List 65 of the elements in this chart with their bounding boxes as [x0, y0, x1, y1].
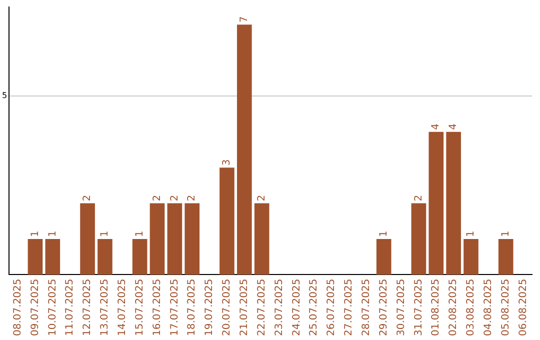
bar [446, 132, 461, 275]
data-label: 1 [466, 230, 477, 238]
bar [236, 24, 252, 275]
bar [45, 239, 60, 275]
x-tick-label: 08.07.2025 [12, 278, 24, 336]
x-tick-label: 21.07.2025 [238, 278, 250, 336]
bar [464, 239, 478, 275]
data-label: 2 [169, 194, 180, 202]
data-label: 2 [152, 194, 163, 202]
bar [28, 239, 43, 275]
x-tick-label: 28.07.2025 [361, 278, 372, 336]
data-label: 1 [500, 230, 512, 238]
x-tick-label: 22.07.2025 [256, 278, 268, 336]
x-tick-label: 04.08.2025 [483, 278, 494, 336]
x-tick-label: 05.08.2025 [500, 278, 512, 336]
x-tick-label: 20.07.2025 [222, 278, 233, 336]
x-tick-label: 02.08.2025 [448, 278, 460, 336]
bar [98, 239, 112, 275]
data-label: 3 [222, 159, 233, 166]
data-label: 1 [378, 230, 390, 238]
bar [411, 203, 426, 275]
bar [254, 203, 270, 275]
x-tick-label: 03.08.2025 [466, 278, 477, 336]
bar [498, 239, 514, 275]
bar [184, 203, 200, 275]
x-tick-label: 29.07.2025 [378, 278, 390, 336]
x-tick-label: 06.08.2025 [518, 278, 529, 336]
data-label: 4 [430, 123, 442, 130]
x-tick-label: 25.07.2025 [308, 278, 320, 336]
x-tick-label: 10.07.2025 [47, 278, 58, 336]
x-tick-label: 30.07.2025 [396, 278, 407, 336]
bar [220, 168, 234, 275]
data-label: 2 [82, 194, 94, 202]
y-tick-label: 5 [2, 91, 8, 100]
data-label: 1 [47, 230, 58, 238]
data-label: 2 [186, 194, 198, 202]
bar [150, 203, 165, 275]
x-tick-label: 26.07.2025 [326, 278, 338, 336]
x-tick-label: 13.07.2025 [100, 278, 111, 336]
data-label: 1 [30, 230, 41, 238]
x-tick-label: 17.07.2025 [169, 278, 180, 336]
data-label: 2 [413, 194, 424, 202]
x-tick-label: 19.07.2025 [204, 278, 216, 336]
x-tick-label: 16.07.2025 [152, 278, 163, 336]
x-tick-label: 24.07.2025 [291, 278, 302, 336]
data-label: 7 [238, 16, 250, 23]
bar [428, 132, 444, 275]
x-tick-label: 23.07.2025 [274, 278, 285, 336]
x-tick-label: 18.07.2025 [186, 278, 198, 336]
bar [376, 239, 392, 275]
data-label: 1 [134, 230, 146, 238]
bar [80, 203, 95, 275]
x-tick-label: 27.07.2025 [344, 278, 355, 336]
x-tick-label: 31.07.2025 [413, 278, 424, 336]
data-label: 4 [448, 123, 460, 130]
x-tick-label: 12.07.2025 [82, 278, 94, 336]
bar [132, 239, 148, 275]
x-tick-label: 15.07.2025 [134, 278, 146, 336]
data-label: 1 [100, 230, 111, 238]
x-tick-label: 14.07.2025 [116, 278, 128, 336]
x-tick-label: 01.08.2025 [430, 278, 442, 336]
bar [167, 203, 182, 275]
data-label: 2 [256, 194, 268, 202]
x-tick-label: 09.07.2025 [30, 278, 41, 336]
x-tick-label: 11.07.2025 [64, 278, 76, 336]
